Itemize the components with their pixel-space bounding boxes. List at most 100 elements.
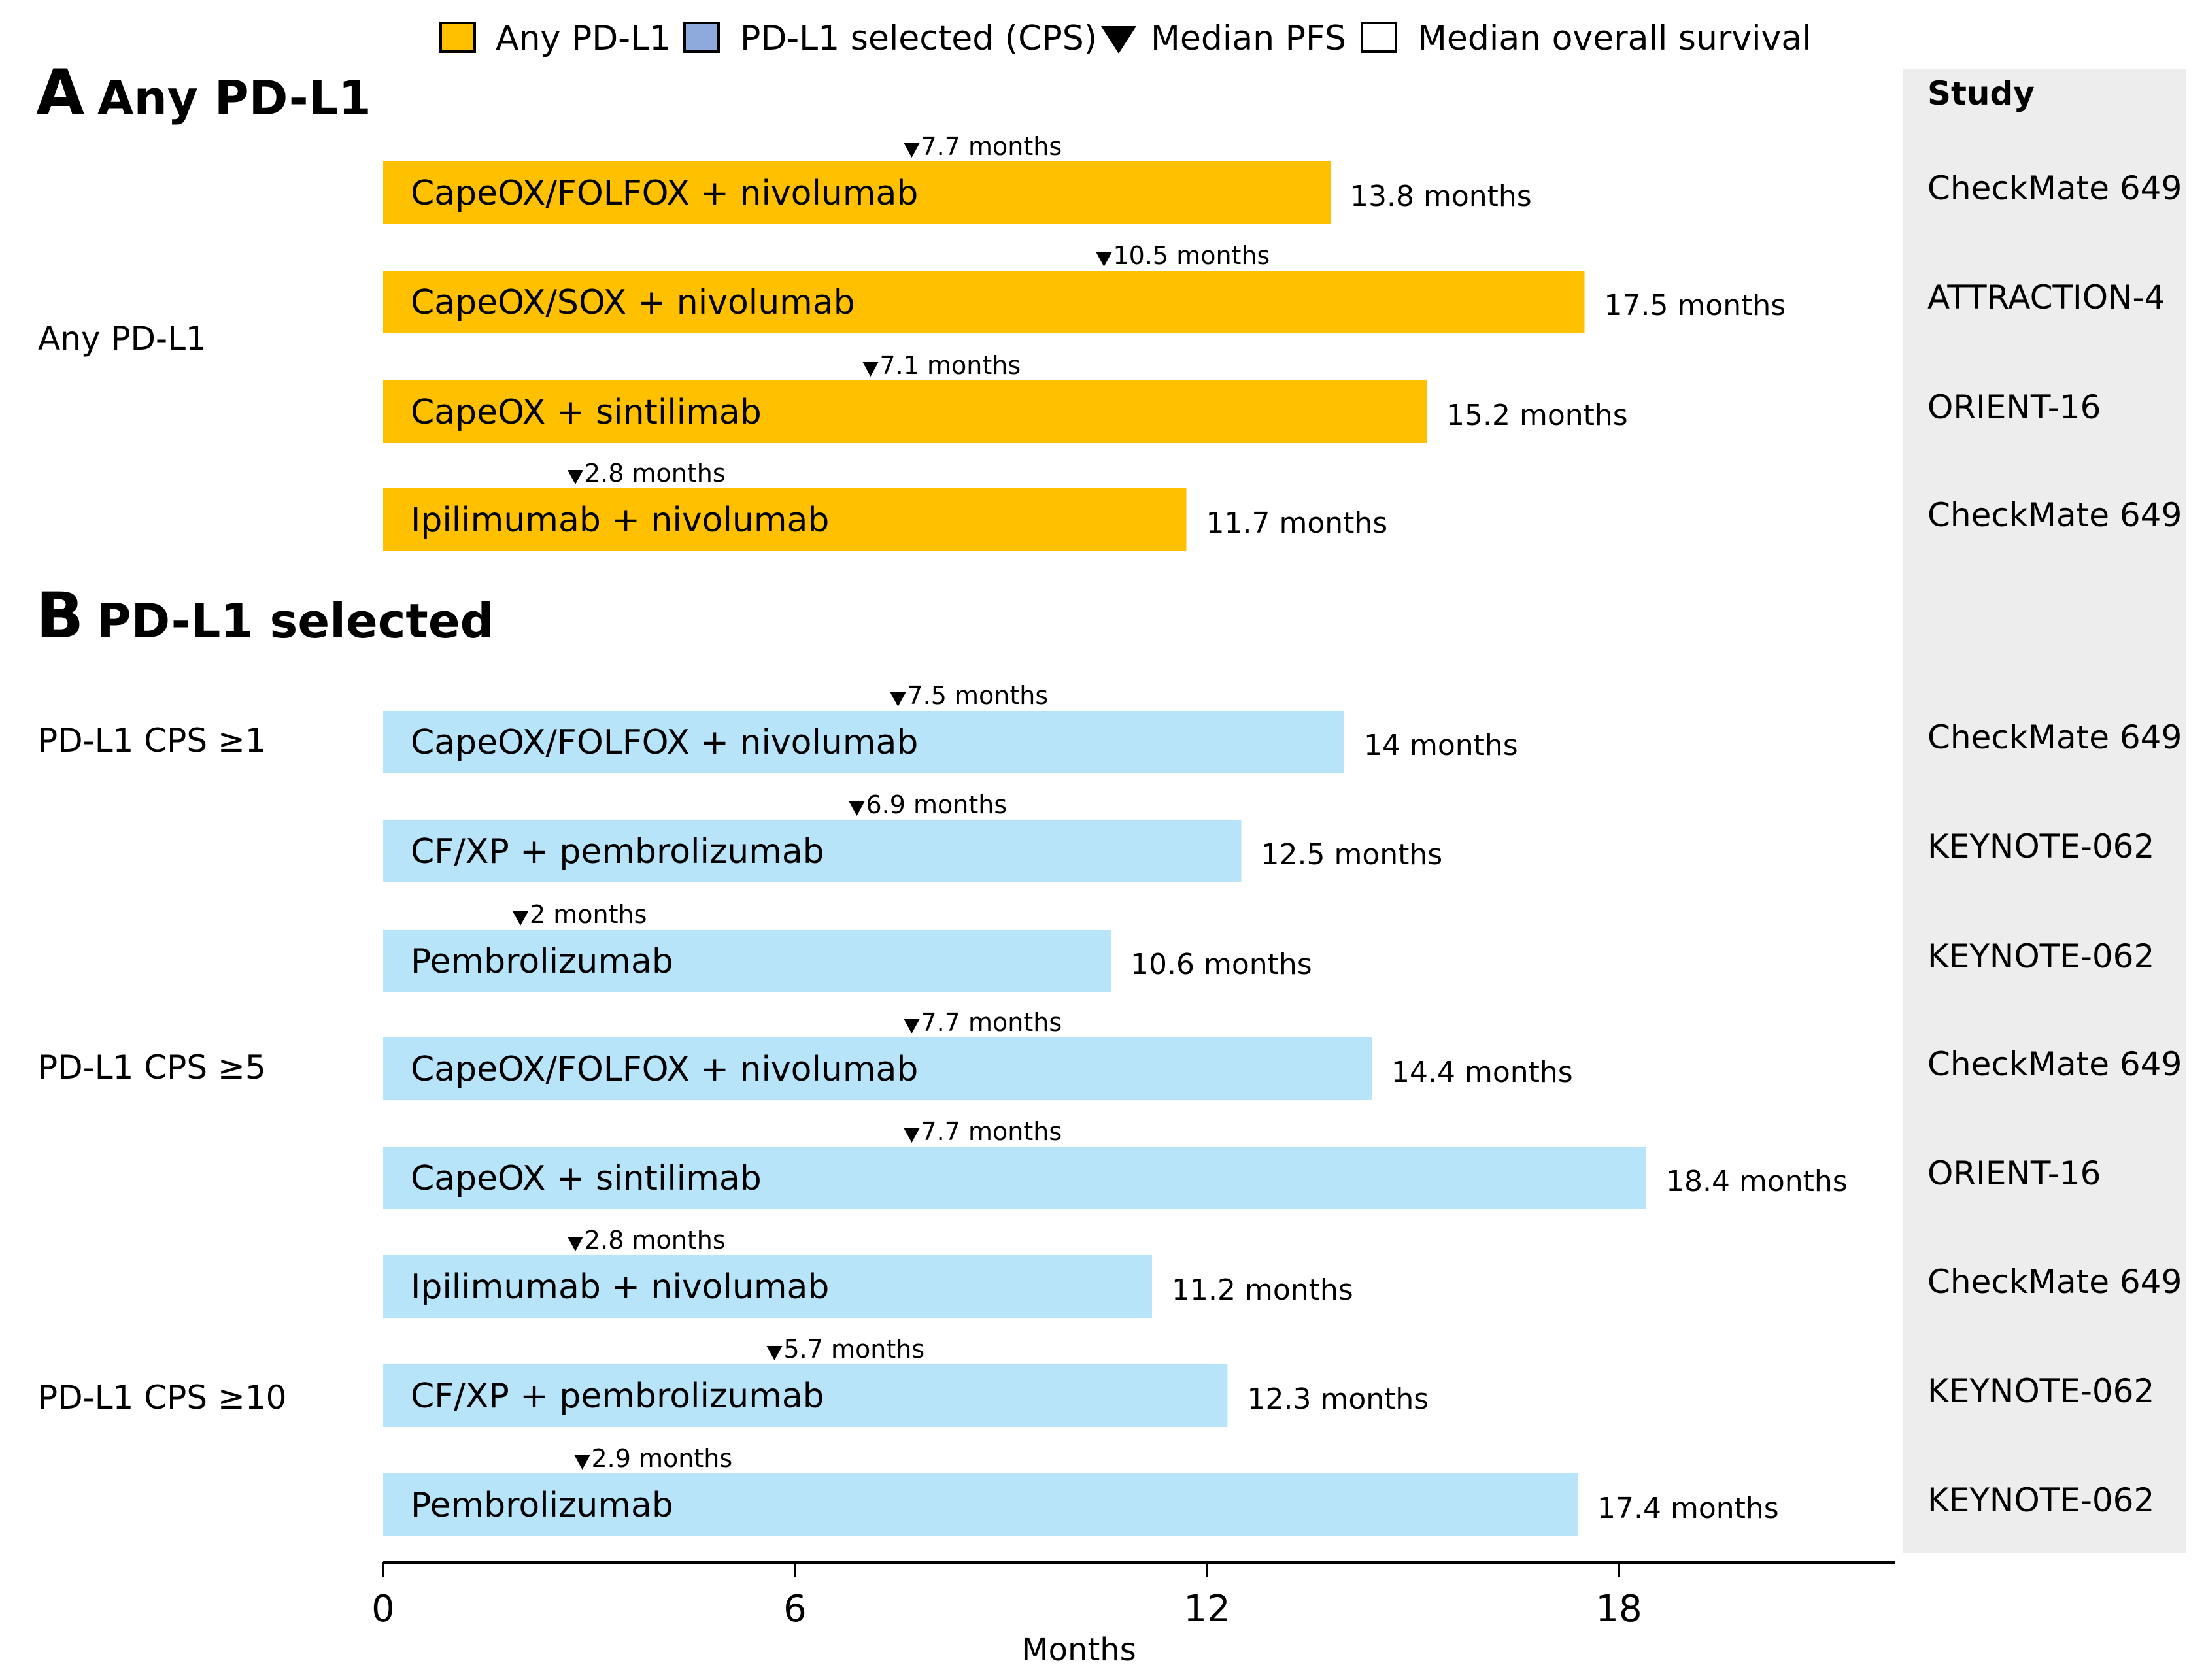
os-bar <box>383 930 1111 992</box>
os-value-label: 18.4 months <box>1666 1165 1848 1198</box>
os-value-label: 11.2 months <box>1172 1273 1353 1307</box>
group-label-cps10: PD-L1 CPS ≥10 <box>38 1379 286 1417</box>
study-name: KEYNOTE-062 <box>1927 828 2154 865</box>
study-name: CheckMate 649 <box>1927 169 2182 207</box>
legend: Any PD-L1 PD-L1 selected (CPS) Median PF… <box>439 19 1812 58</box>
chart-row: CF/XP + pembrolizumab 12.3 months 5.7 mont… <box>383 1335 2154 1427</box>
x-axis: 0 6 12 18 <box>371 1561 1895 1630</box>
pfs-marker-triangle-icon <box>904 143 920 158</box>
pfs-marker-triangle-icon <box>1096 252 1112 267</box>
os-bar <box>383 1473 1578 1536</box>
pfs-marker-triangle-icon <box>904 1128 920 1143</box>
os-bar <box>383 1364 1228 1427</box>
bar-regimen-label: Ipilimumab + nivolumab <box>411 1268 829 1307</box>
pfs-value-label: 7.7 months <box>921 1008 1062 1037</box>
panel-a-letter: A <box>36 56 84 129</box>
legend-swatch-selected <box>683 22 720 53</box>
os-bar <box>383 820 1242 882</box>
study-name: CheckMate 649 <box>1927 496 2182 534</box>
bar-regimen-label: Ipilimumab + nivolumab <box>411 501 829 540</box>
pfs-value-label: 10.5 months <box>1113 241 1270 270</box>
pfs-value-label: 5.7 months <box>784 1335 925 1364</box>
pfs-value-label: 7.7 months <box>921 132 1062 161</box>
chart-row: CapeOX + sintilimab 18.4 months 7.7 months… <box>383 1117 2101 1209</box>
os-value-label: 17.4 months <box>1597 1492 1779 1525</box>
pfs-value-label: 7.7 months <box>921 1117 1062 1146</box>
pfs-value-label: 2.8 months <box>585 1226 726 1254</box>
group-label-any: Any PD-L1 <box>38 320 207 358</box>
os-bar <box>383 711 1344 773</box>
os-value-label: 14 months <box>1364 729 1518 762</box>
chart-row: CapeOX + sintilimab 15.2 months 7.1 months… <box>383 351 2101 443</box>
pfs-value-label: 6.9 months <box>866 790 1008 819</box>
chart-row: CapeOX/SOX + nivolumab 17.5 months 10.5 mo… <box>383 241 2165 333</box>
study-name: CheckMate 649 <box>1927 1045 2182 1083</box>
chart-row: Ipilimumab + nivolumab 11.7 months 2.8 mon… <box>383 459 2182 551</box>
panel-a-title: A Any PD-L1 <box>36 56 371 129</box>
group-label-cps5: PD-L1 CPS ≥5 <box>38 1049 266 1086</box>
x-tick-label: 18 <box>1595 1588 1642 1630</box>
os-bar <box>383 271 1585 333</box>
chart-row: CapeOX/FOLFOX + nivolumab 13.8 months 7.7 … <box>383 132 2182 224</box>
os-bar <box>383 1037 1372 1100</box>
x-tick-label: 0 <box>371 1588 395 1630</box>
os-value-label: 17.5 months <box>1604 289 1786 322</box>
chart-row: Pembrolizumab 10.6 months 2 months KEYNOTE-… <box>383 900 2154 992</box>
os-bar <box>383 1255 1152 1318</box>
chart-row: CapeOX/FOLFOX + nivolumab 14 months 7.5 mo… <box>383 681 2182 773</box>
panel-b-title-text: PD-L1 selected <box>97 594 494 648</box>
pfs-marker-triangle-icon <box>849 801 865 816</box>
study-name: CheckMate 649 <box>1927 718 2182 756</box>
pfs-value-label: 2.9 months <box>592 1444 733 1473</box>
pfs-value-label: 2.8 months <box>585 459 726 488</box>
chart-row: Pembrolizumab 17.4 months 2.9 months KEYNOT… <box>383 1444 2154 1536</box>
x-tick-label: 6 <box>783 1588 807 1630</box>
bar-regimen-label: CapeOX + sintilimab <box>411 1159 762 1198</box>
bar-regimen-label: CapeOX + sintilimab <box>411 393 762 432</box>
pfs-value-label: 7.1 months <box>880 351 1021 380</box>
os-bar <box>383 161 1331 224</box>
legend-label-pfs: Median PFS <box>1151 19 1346 58</box>
pfs-marker-triangle-icon <box>568 470 583 484</box>
panel-b-letter: B <box>36 579 84 652</box>
study-name: KEYNOTE-062 <box>1927 1481 2154 1519</box>
study-name: ATTRACTION-4 <box>1927 278 2165 316</box>
bar-regimen-label: CapeOX/FOLFOX + nivolumab <box>411 1050 918 1089</box>
chart-row: CapeOX/FOLFOX + nivolumab 14.4 months 7.7 … <box>383 1008 2182 1100</box>
bar-regimen-label: CapeOX/FOLFOX + nivolumab <box>411 723 918 762</box>
rows-layer: CapeOX/FOLFOX + nivolumab 13.8 months 7.7 … <box>383 132 2182 1536</box>
study-name: ORIENT-16 <box>1927 1154 2101 1192</box>
pfs-marker-triangle-icon <box>574 1455 590 1470</box>
os-value-label: 12.5 months <box>1261 838 1443 871</box>
bar-regimen-label: CF/XP + pembrolizumab <box>411 1377 824 1416</box>
x-tick-label: 12 <box>1183 1588 1230 1630</box>
pfs-marker-triangle-icon <box>862 362 879 377</box>
os-bar <box>383 488 1187 551</box>
bar-regimen-label: CapeOX/SOX + nivolumab <box>411 283 855 322</box>
os-value-label: 15.2 months <box>1446 399 1628 432</box>
pfs-marker-triangle-icon <box>904 1019 920 1033</box>
pfs-marker-triangle-icon <box>513 911 528 926</box>
os-value-label: 11.7 months <box>1206 507 1388 540</box>
group-label-cps1: PD-L1 CPS ≥1 <box>38 722 266 760</box>
legend-label-selected: PD-L1 selected (CPS) <box>740 19 1097 58</box>
bar-regimen-label: CF/XP + pembrolizumab <box>411 832 824 871</box>
os-bar <box>383 1147 1646 1209</box>
legend-swatch-any <box>439 22 476 53</box>
os-value-label: 10.6 months <box>1130 948 1312 981</box>
study-name: KEYNOTE-062 <box>1927 937 2154 975</box>
pfs-marker-triangle-icon <box>890 692 906 707</box>
panel-b-title: B PD-L1 selected <box>36 579 494 652</box>
legend-pfs-triangle-icon <box>1101 26 1136 54</box>
study-column-header: Study <box>1927 75 2035 112</box>
os-value-label: 13.8 months <box>1350 180 1532 213</box>
pfs-value-label: 2 months <box>530 900 647 929</box>
pfs-marker-triangle-icon <box>766 1346 783 1360</box>
os-value-label: 14.4 months <box>1391 1056 1573 1089</box>
panel-a-title-text: Any PD-L1 <box>97 71 371 126</box>
bar-regimen-label: Pembrolizumab <box>411 942 673 981</box>
study-name: KEYNOTE-062 <box>1927 1372 2154 1410</box>
x-axis-label: Months <box>1021 1632 1136 1668</box>
study-name: ORIENT-16 <box>1927 388 2101 426</box>
